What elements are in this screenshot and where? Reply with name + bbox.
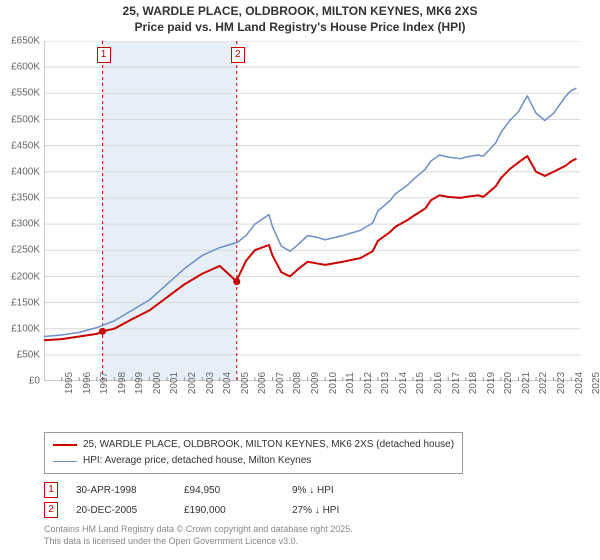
plot-area: £0£50K£100K£150K£200K£250K£300K£350K£400… [44,41,580,381]
legend-box: 25, WARDLE PLACE, OLDBROOK, MILTON KEYNE… [44,432,463,474]
y-tick-label: £500K [11,114,40,125]
sale-delta-1: 9% ↓ HPI [292,485,382,496]
sale-row-2: 2 20-DEC-2005 £190,000 27% ↓ HPI [44,502,574,518]
sale-date-2: 20-DEC-2005 [76,505,166,516]
chart-svg [44,41,580,381]
legend-row-price: 25, WARDLE PLACE, OLDBROOK, MILTON KEYNE… [53,437,454,453]
sale-date-1: 30-APR-1998 [76,485,166,496]
y-tick-label: £400K [11,166,40,177]
chart-marker-2: 2 [231,47,245,63]
y-tick-label: £250K [11,245,40,256]
chart-title: 25, WARDLE PLACE, OLDBROOK, MILTON KEYNE… [0,0,600,35]
footer-line2: This data is licensed under the Open Gov… [44,536,574,548]
sale-price-2: £190,000 [184,505,274,516]
footer-line1: Contains HM Land Registry data © Crown c… [44,524,574,536]
y-tick-label: £100K [11,323,40,334]
legend-label-price: 25, WARDLE PLACE, OLDBROOK, MILTON KEYNE… [83,437,454,453]
y-tick-label: £450K [11,140,40,151]
y-tick-label: £0 [29,376,40,387]
sales-table: 1 30-APR-1998 £94,950 9% ↓ HPI 2 20-DEC-… [44,482,574,518]
legend-row-hpi: HPI: Average price, detached house, Milt… [53,453,454,469]
sale-price-1: £94,950 [184,485,274,496]
y-tick-label: £350K [11,193,40,204]
y-tick-label: £150K [11,297,40,308]
x-tick-label: 2025 [571,372,594,394]
title-line2: Price paid vs. HM Land Registry's House … [0,20,600,36]
sale-marker-1: 1 [44,482,58,498]
swatch-hpi [53,461,77,462]
y-tick-label: £600K [11,62,40,73]
sale-delta-2: 27% ↓ HPI [292,505,382,516]
y-tick-label: £550K [11,88,40,99]
legend-area: 25, WARDLE PLACE, OLDBROOK, MILTON KEYNE… [44,432,574,547]
sale-row-1: 1 30-APR-1998 £94,950 9% ↓ HPI [44,482,574,498]
y-tick-label: £300K [11,219,40,230]
chart-container: 25, WARDLE PLACE, OLDBROOK, MILTON KEYNE… [0,0,600,560]
sale-marker-2: 2 [44,502,58,518]
y-tick-label: £650K [11,36,40,47]
footer-note: Contains HM Land Registry data © Crown c… [44,524,574,547]
y-tick-label: £200K [11,271,40,282]
swatch-price [53,444,77,446]
title-line1: 25, WARDLE PLACE, OLDBROOK, MILTON KEYNE… [0,4,600,20]
y-tick-label: £50K [17,350,40,361]
chart-marker-1: 1 [97,47,111,63]
legend-label-hpi: HPI: Average price, detached house, Milt… [83,453,311,469]
